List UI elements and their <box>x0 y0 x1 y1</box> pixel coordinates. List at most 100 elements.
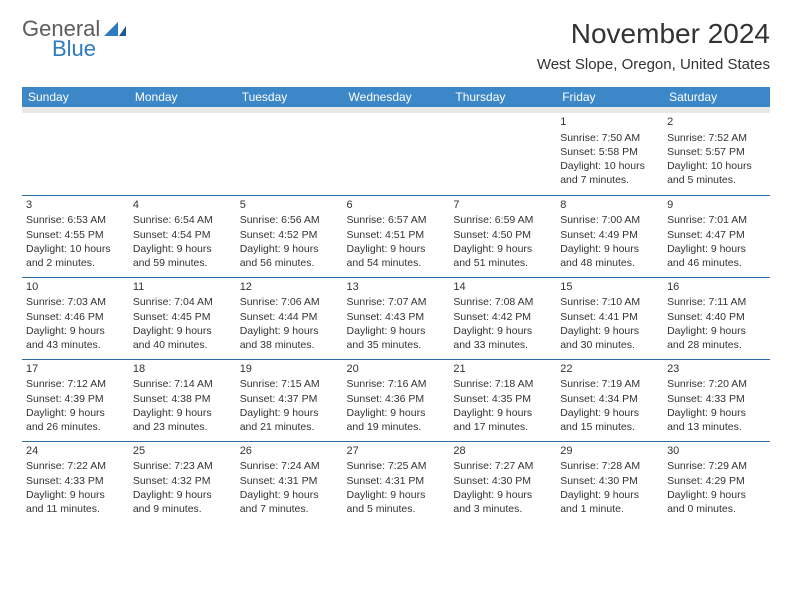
daylight-text: Daylight: 9 hours and 3 minutes. <box>453 488 552 516</box>
daylight-text: Daylight: 9 hours and 40 minutes. <box>133 324 232 352</box>
sunrise-text: Sunrise: 6:59 AM <box>453 213 552 227</box>
calendar-day-cell: 2Sunrise: 7:52 AMSunset: 5:57 PMDaylight… <box>663 113 770 195</box>
day-number: 19 <box>240 362 339 377</box>
daylight-text: Daylight: 9 hours and 9 minutes. <box>133 488 232 516</box>
sunrise-text: Sunrise: 7:08 AM <box>453 295 552 309</box>
day-number: 17 <box>26 362 125 377</box>
sunset-text: Sunset: 4:30 PM <box>560 474 659 488</box>
sunrise-text: Sunrise: 7:23 AM <box>133 459 232 473</box>
sunset-text: Sunset: 4:34 PM <box>560 392 659 406</box>
calendar-day-cell: 25Sunrise: 7:23 AMSunset: 4:32 PMDayligh… <box>129 441 236 523</box>
calendar-day-cell: 30Sunrise: 7:29 AMSunset: 4:29 PMDayligh… <box>663 441 770 523</box>
sunrise-text: Sunrise: 7:06 AM <box>240 295 339 309</box>
calendar-day-cell: 5Sunrise: 6:56 AMSunset: 4:52 PMDaylight… <box>236 195 343 277</box>
day-number: 23 <box>667 362 766 377</box>
header: General Blue November 2024 West Slope, O… <box>0 0 792 79</box>
calendar-day-cell: 1Sunrise: 7:50 AMSunset: 5:58 PMDaylight… <box>556 113 663 195</box>
sunrise-text: Sunrise: 7:15 AM <box>240 377 339 391</box>
sunrise-text: Sunrise: 7:52 AM <box>667 131 766 145</box>
sunrise-text: Sunrise: 7:24 AM <box>240 459 339 473</box>
daylight-text: Daylight: 9 hours and 48 minutes. <box>560 242 659 270</box>
calendar-day-cell: 22Sunrise: 7:19 AMSunset: 4:34 PMDayligh… <box>556 359 663 441</box>
sunrise-text: Sunrise: 6:53 AM <box>26 213 125 227</box>
daylight-text: Daylight: 9 hours and 7 minutes. <box>240 488 339 516</box>
calendar-grid: Sunday Monday Tuesday Wednesday Thursday… <box>22 87 770 523</box>
day-number: 2 <box>667 115 766 130</box>
daylight-text: Daylight: 9 hours and 46 minutes. <box>667 242 766 270</box>
day-number: 26 <box>240 444 339 459</box>
calendar-day-cell: 8Sunrise: 7:00 AMSunset: 4:49 PMDaylight… <box>556 195 663 277</box>
sunrise-text: Sunrise: 7:01 AM <box>667 213 766 227</box>
day-header: Thursday <box>449 87 556 107</box>
sunrise-text: Sunrise: 7:14 AM <box>133 377 232 391</box>
sunset-text: Sunset: 4:29 PM <box>667 474 766 488</box>
daylight-text: Daylight: 10 hours and 2 minutes. <box>26 242 125 270</box>
calendar-week-row: 24Sunrise: 7:22 AMSunset: 4:33 PMDayligh… <box>22 441 770 523</box>
day-number: 18 <box>133 362 232 377</box>
calendar-day-cell: 24Sunrise: 7:22 AMSunset: 4:33 PMDayligh… <box>22 441 129 523</box>
location-subtitle: West Slope, Oregon, United States <box>537 56 770 73</box>
sunset-text: Sunset: 4:41 PM <box>560 310 659 324</box>
day-number: 4 <box>133 198 232 213</box>
day-number: 8 <box>560 198 659 213</box>
sunset-text: Sunset: 4:52 PM <box>240 228 339 242</box>
calendar-day-cell: 28Sunrise: 7:27 AMSunset: 4:30 PMDayligh… <box>449 441 556 523</box>
day-number: 1 <box>560 115 659 130</box>
daylight-text: Daylight: 9 hours and 19 minutes. <box>347 406 446 434</box>
sunrise-text: Sunrise: 7:25 AM <box>347 459 446 473</box>
sunset-text: Sunset: 4:55 PM <box>26 228 125 242</box>
calendar-day-cell: 15Sunrise: 7:10 AMSunset: 4:41 PMDayligh… <box>556 277 663 359</box>
day-number: 14 <box>453 280 552 295</box>
day-header: Sunday <box>22 87 129 107</box>
sunset-text: Sunset: 4:32 PM <box>133 474 232 488</box>
sunset-text: Sunset: 4:46 PM <box>26 310 125 324</box>
sunrise-text: Sunrise: 7:03 AM <box>26 295 125 309</box>
sunset-text: Sunset: 4:31 PM <box>240 474 339 488</box>
logo-sail-icon <box>104 22 126 36</box>
daylight-text: Daylight: 9 hours and 15 minutes. <box>560 406 659 434</box>
sunset-text: Sunset: 4:38 PM <box>133 392 232 406</box>
calendar-week-row: 3Sunrise: 6:53 AMSunset: 4:55 PMDaylight… <box>22 195 770 277</box>
daylight-text: Daylight: 10 hours and 5 minutes. <box>667 159 766 187</box>
sunrise-text: Sunrise: 6:54 AM <box>133 213 232 227</box>
day-number: 5 <box>240 198 339 213</box>
sunrise-text: Sunrise: 7:11 AM <box>667 295 766 309</box>
day-number: 25 <box>133 444 232 459</box>
day-number: 15 <box>560 280 659 295</box>
calendar-day-cell <box>343 113 450 195</box>
calendar-day-cell: 21Sunrise: 7:18 AMSunset: 4:35 PMDayligh… <box>449 359 556 441</box>
sunrise-text: Sunrise: 7:50 AM <box>560 131 659 145</box>
calendar-day-cell: 19Sunrise: 7:15 AMSunset: 4:37 PMDayligh… <box>236 359 343 441</box>
sunset-text: Sunset: 4:49 PM <box>560 228 659 242</box>
day-number: 10 <box>26 280 125 295</box>
calendar-day-cell: 20Sunrise: 7:16 AMSunset: 4:36 PMDayligh… <box>343 359 450 441</box>
day-header: Friday <box>556 87 663 107</box>
day-header: Tuesday <box>236 87 343 107</box>
sunset-text: Sunset: 4:40 PM <box>667 310 766 324</box>
day-number: 12 <box>240 280 339 295</box>
daylight-text: Daylight: 9 hours and 35 minutes. <box>347 324 446 352</box>
sunset-text: Sunset: 4:37 PM <box>240 392 339 406</box>
daylight-text: Daylight: 9 hours and 23 minutes. <box>133 406 232 434</box>
sunset-text: Sunset: 4:47 PM <box>667 228 766 242</box>
daylight-text: Daylight: 9 hours and 17 minutes. <box>453 406 552 434</box>
calendar-day-cell: 16Sunrise: 7:11 AMSunset: 4:40 PMDayligh… <box>663 277 770 359</box>
sunrise-text: Sunrise: 7:16 AM <box>347 377 446 391</box>
logo-word-2: Blue <box>52 38 96 60</box>
day-header: Monday <box>129 87 236 107</box>
sunrise-text: Sunrise: 7:22 AM <box>26 459 125 473</box>
calendar-day-cell: 11Sunrise: 7:04 AMSunset: 4:45 PMDayligh… <box>129 277 236 359</box>
sunrise-text: Sunrise: 7:10 AM <box>560 295 659 309</box>
calendar-week-row: 1Sunrise: 7:50 AMSunset: 5:58 PMDaylight… <box>22 113 770 195</box>
sunrise-text: Sunrise: 7:00 AM <box>560 213 659 227</box>
sunrise-text: Sunrise: 7:07 AM <box>347 295 446 309</box>
day-number: 29 <box>560 444 659 459</box>
day-number: 30 <box>667 444 766 459</box>
day-number: 13 <box>347 280 446 295</box>
calendar-day-cell <box>129 113 236 195</box>
calendar-day-cell: 13Sunrise: 7:07 AMSunset: 4:43 PMDayligh… <box>343 277 450 359</box>
sunset-text: Sunset: 4:30 PM <box>453 474 552 488</box>
daylight-text: Daylight: 9 hours and 11 minutes. <box>26 488 125 516</box>
title-block: November 2024 West Slope, Oregon, United… <box>537 18 770 73</box>
day-number: 27 <box>347 444 446 459</box>
